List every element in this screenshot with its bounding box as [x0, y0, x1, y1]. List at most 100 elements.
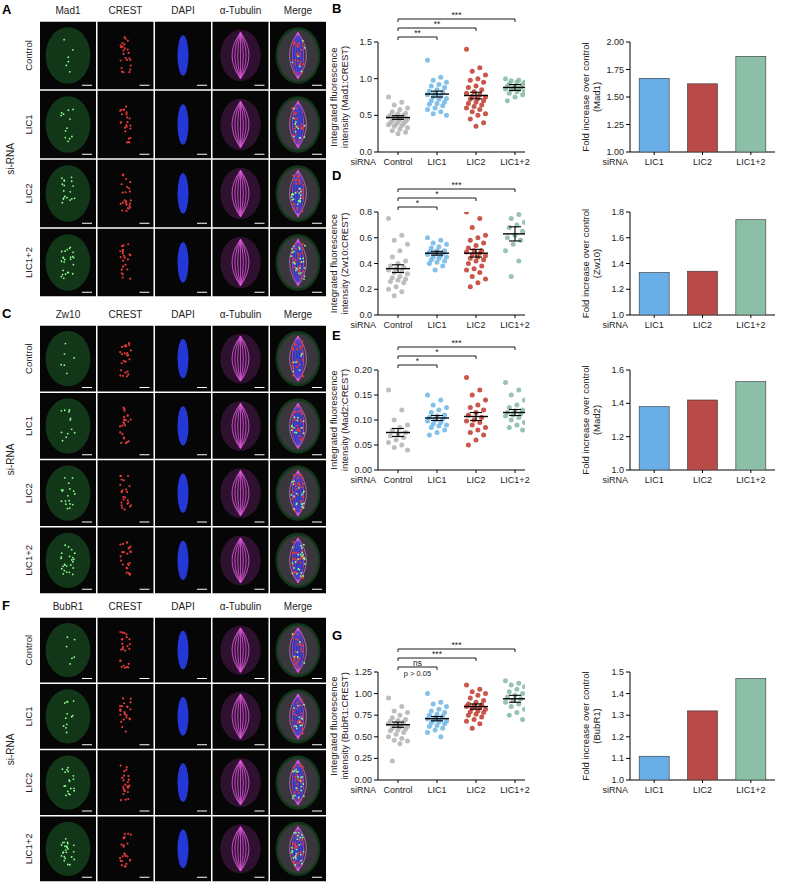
protein-dot: [64, 353, 66, 355]
channel-label: CREST: [109, 5, 143, 16]
data-point: [396, 727, 401, 732]
protein-dot: [65, 503, 67, 505]
protein-dot: [61, 844, 63, 846]
data-point: [475, 235, 480, 240]
data-point: [475, 76, 480, 81]
kinetochore-dot: [300, 486, 302, 488]
kinetochore-dot: [123, 437, 125, 439]
protein-dot: [74, 197, 76, 199]
kinetochore-dot: [297, 553, 299, 555]
kinetochore-dot: [126, 567, 128, 569]
kinetochore-dot: [293, 710, 295, 712]
spindle-fiber: [241, 761, 249, 805]
kinetochore-dot: [302, 243, 304, 245]
spindle-fiber: [240, 240, 241, 286]
protein-dot: [72, 574, 74, 576]
protein-dot: [296, 126, 298, 128]
kinetochore-dot: [292, 367, 294, 369]
kinetochore-dot: [128, 205, 130, 207]
cell-content: [220, 468, 264, 522]
kinetochore-dot: [293, 342, 295, 344]
protein-dot: [300, 272, 302, 274]
data-point: [431, 78, 436, 83]
kinetochore-dot: [119, 710, 121, 712]
spindle-area: [220, 824, 260, 873]
kinetochore-dot: [293, 474, 295, 476]
kinetochore-dot: [296, 418, 298, 420]
protein-dot: [298, 716, 300, 718]
protein-dot: [303, 420, 305, 422]
mean-line: [503, 87, 525, 88]
kinetochore-dot: [119, 484, 121, 486]
cell-content: [120, 36, 150, 85]
image-cell: [40, 22, 96, 90]
chromosomes: [293, 339, 304, 378]
data-point: [470, 689, 475, 694]
data-point: [435, 101, 440, 106]
y-axis-label-line: intensity (Zw10:CREST): [339, 213, 350, 315]
kinetochore-dot: [127, 373, 129, 375]
kinetochore-dot: [123, 437, 125, 439]
kinetochore-dot: [129, 506, 131, 508]
cell-body: [276, 822, 321, 876]
x-tick-label: LIC2: [466, 785, 485, 795]
cell-content: [276, 755, 322, 811]
data-point: [433, 106, 438, 111]
data-point: [440, 103, 445, 108]
kinetochore-dot: [126, 553, 128, 555]
scale-bar: [255, 811, 265, 812]
spindle-area: [278, 692, 318, 741]
protein-dot: [297, 771, 299, 773]
data-point: [505, 98, 510, 103]
kinetochore-dot: [121, 346, 123, 348]
data-point: [388, 728, 393, 733]
kinetochore-dot: [295, 485, 297, 487]
cell-content: [178, 406, 208, 455]
protein-dot: [69, 247, 71, 249]
data-point: [472, 717, 477, 722]
cell-body: [276, 689, 321, 743]
kinetochore-dot: [119, 660, 121, 662]
spindle-fiber: [235, 404, 241, 449]
data-point: [425, 58, 430, 63]
image-panel: AMad1CRESTDAPIα-TubulinMergeControlLIC1L…: [2, 2, 326, 296]
spindle-area: [220, 692, 260, 741]
spindle-fiber: [240, 404, 241, 449]
kinetochore-dot: [122, 266, 124, 268]
kinetochore-dot: [302, 184, 304, 186]
image-cell: [40, 750, 96, 815]
data-point: [481, 710, 486, 715]
data-point: [390, 128, 395, 133]
image-cell: [270, 528, 326, 594]
scale-bar: [197, 589, 207, 590]
kinetochore-dot: [129, 701, 131, 703]
cell-content: [119, 475, 149, 522]
bar: [688, 400, 718, 470]
error-cap: [431, 91, 443, 92]
kinetochore-dot: [292, 135, 294, 137]
y-axis-label: Integrated fluorescenceintensity (Zw10:C…: [328, 213, 350, 315]
error-cap: [470, 249, 482, 250]
kinetochore-dot: [129, 562, 131, 564]
data-point: [444, 242, 449, 247]
group-label: si-RNA: [5, 443, 16, 475]
data-point: [479, 103, 484, 108]
kinetochore-dot: [121, 245, 123, 247]
image-cell: [98, 160, 154, 228]
image-cell: [98, 91, 154, 159]
data-point: [392, 238, 397, 243]
protein-dot: [68, 546, 70, 548]
protein-dot: [293, 262, 295, 264]
data-point: [503, 76, 508, 81]
protein-dot: [291, 481, 293, 483]
kinetochore-dot: [298, 245, 300, 247]
kinetochore-dot: [296, 191, 298, 193]
image-cell: [213, 817, 269, 882]
protein-dot: [62, 852, 64, 854]
kinetochore-dot: [128, 779, 130, 781]
chromosomes: [178, 697, 189, 736]
kinetochore-dot: [125, 57, 127, 59]
kinetochore-dot: [295, 561, 297, 563]
data-point: [405, 271, 410, 276]
spindle-fiber: [235, 761, 241, 805]
